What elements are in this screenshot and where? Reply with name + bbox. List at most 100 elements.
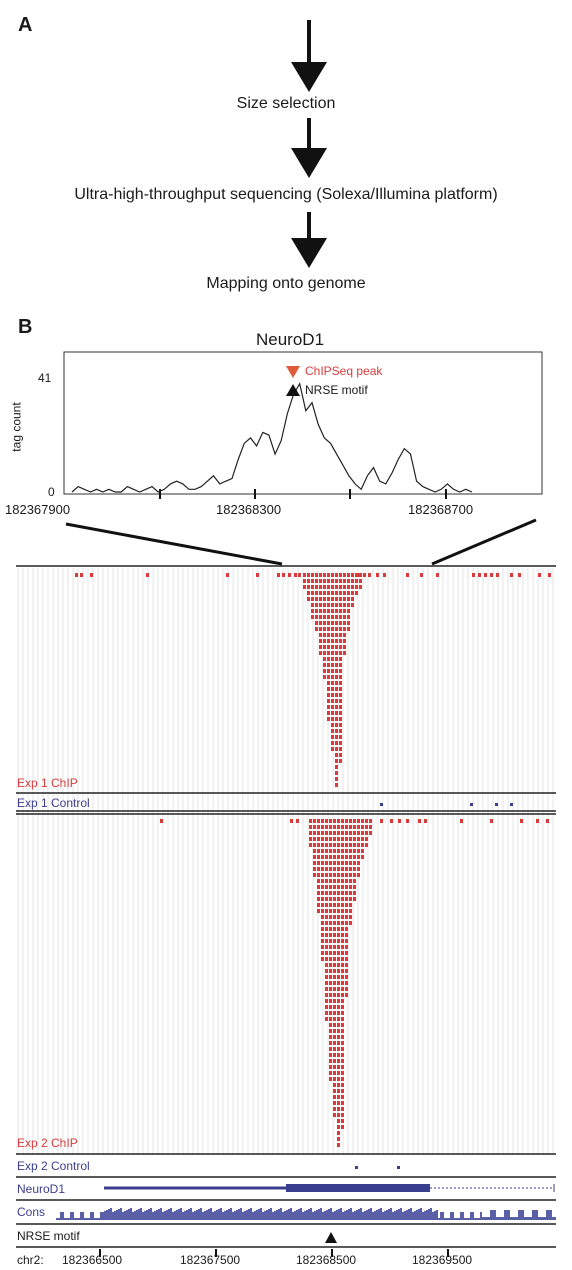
exp2-read: [329, 891, 332, 895]
cons-bar: [506, 1210, 508, 1220]
exp2-read: [321, 921, 324, 925]
exp2-read: [341, 1047, 344, 1051]
cons-bar: [74, 1218, 76, 1220]
exp2-read: [329, 831, 332, 835]
exp1-read: [323, 645, 326, 649]
exp1-read: [343, 597, 346, 601]
cons-bar: [208, 1209, 210, 1220]
cons-bar: [422, 1212, 424, 1220]
exp1-read: [327, 603, 330, 607]
cons-bar: [116, 1210, 118, 1220]
exp2-read: [325, 921, 328, 925]
cons-bar: [314, 1211, 316, 1220]
cons-bar: [522, 1210, 524, 1220]
exp2-read: [333, 987, 336, 991]
cons-bar: [374, 1211, 376, 1220]
exp1-read: [335, 711, 338, 715]
exp2-read: [337, 897, 340, 901]
exp2-read: [321, 945, 324, 949]
exp2-read: [337, 1077, 340, 1081]
exp1-read: [339, 747, 342, 751]
cons-bar: [280, 1208, 282, 1220]
exp2-read: [333, 1053, 336, 1057]
exp2-read: [333, 819, 336, 823]
exp1-read: [327, 591, 330, 595]
exp1-read: [335, 735, 338, 739]
exp2-read: [325, 891, 328, 895]
exp1-read: [347, 609, 350, 613]
exp1-read: [323, 591, 326, 595]
exp2-read: [325, 975, 328, 979]
track-label-nrse-motif: NRSE motif: [17, 1229, 80, 1243]
cons-bar: [254, 1211, 256, 1220]
exp2-read: [321, 873, 324, 877]
exp1-read: [347, 615, 350, 619]
exp2-read: [341, 1095, 344, 1099]
cons-bar: [88, 1218, 90, 1220]
exp1-read: [339, 615, 342, 619]
exp2-read: [337, 945, 340, 949]
nrse-motif-track-marker: [325, 1232, 337, 1243]
exp2-read: [337, 885, 340, 889]
exp2-read: [337, 951, 340, 955]
exp2-read: [337, 987, 340, 991]
exp2-read: [313, 867, 316, 871]
exp2-read: [341, 1071, 344, 1075]
exp2-read: [345, 873, 348, 877]
exp2-read: [353, 885, 356, 889]
exp1-read: [351, 573, 354, 577]
cons-bar: [518, 1210, 520, 1220]
exp1-read: [478, 573, 481, 577]
cons-bar: [472, 1212, 474, 1220]
exp2-read: [321, 837, 324, 841]
exp2-read: [333, 981, 336, 985]
exp2-read: [337, 1113, 340, 1117]
exp1-read: [327, 597, 330, 601]
cons-bar: [294, 1211, 296, 1220]
exp1-read: [355, 573, 358, 577]
exp1-read: [347, 627, 350, 631]
cons-bar: [552, 1217, 554, 1220]
cons-bar: [180, 1208, 182, 1220]
exp2-read: [325, 909, 328, 913]
track-label-exp2-control: Exp 2 Control: [17, 1159, 90, 1173]
exp2-read: [329, 1047, 332, 1051]
exp1-read: [343, 579, 346, 583]
exp1-read: [335, 681, 338, 685]
exp1-read: [307, 573, 310, 577]
cons-bar: [234, 1211, 236, 1220]
exp2-read: [321, 957, 324, 961]
exp1-read: [335, 633, 338, 637]
cons-bar: [126, 1210, 128, 1220]
cons-bar: [548, 1210, 550, 1220]
exp2-read: [325, 915, 328, 919]
chrom-label: chr2:: [17, 1253, 44, 1267]
exp2-read: [321, 891, 324, 895]
exp1-read: [319, 609, 322, 613]
cons-bar: [412, 1212, 414, 1220]
cons-bar: [222, 1212, 224, 1220]
exp1-read: [331, 633, 334, 637]
exp2-read: [329, 1017, 332, 1021]
cons-bar: [238, 1209, 240, 1220]
exp2-read: [337, 861, 340, 865]
exp2-read: [333, 921, 336, 925]
exp2-read: [341, 1029, 344, 1033]
exp1-read: [327, 681, 330, 685]
exp1-read: [323, 651, 326, 655]
exp1-read: [90, 573, 93, 577]
exp2-read: [321, 909, 324, 913]
exp2-read: [321, 933, 324, 937]
exp1-read: [339, 639, 342, 643]
exp1-read: [347, 621, 350, 625]
cons-bar: [226, 1210, 228, 1220]
exp2-read: [333, 1011, 336, 1015]
cons-bar: [56, 1218, 58, 1220]
cons-bar: [482, 1217, 484, 1220]
exp2-read: [349, 843, 352, 847]
exp2-read: [337, 915, 340, 919]
exp2-read: [357, 867, 360, 871]
cons-bar: [204, 1211, 206, 1220]
exp2-read: [341, 1101, 344, 1105]
exp1-read: [335, 585, 338, 589]
